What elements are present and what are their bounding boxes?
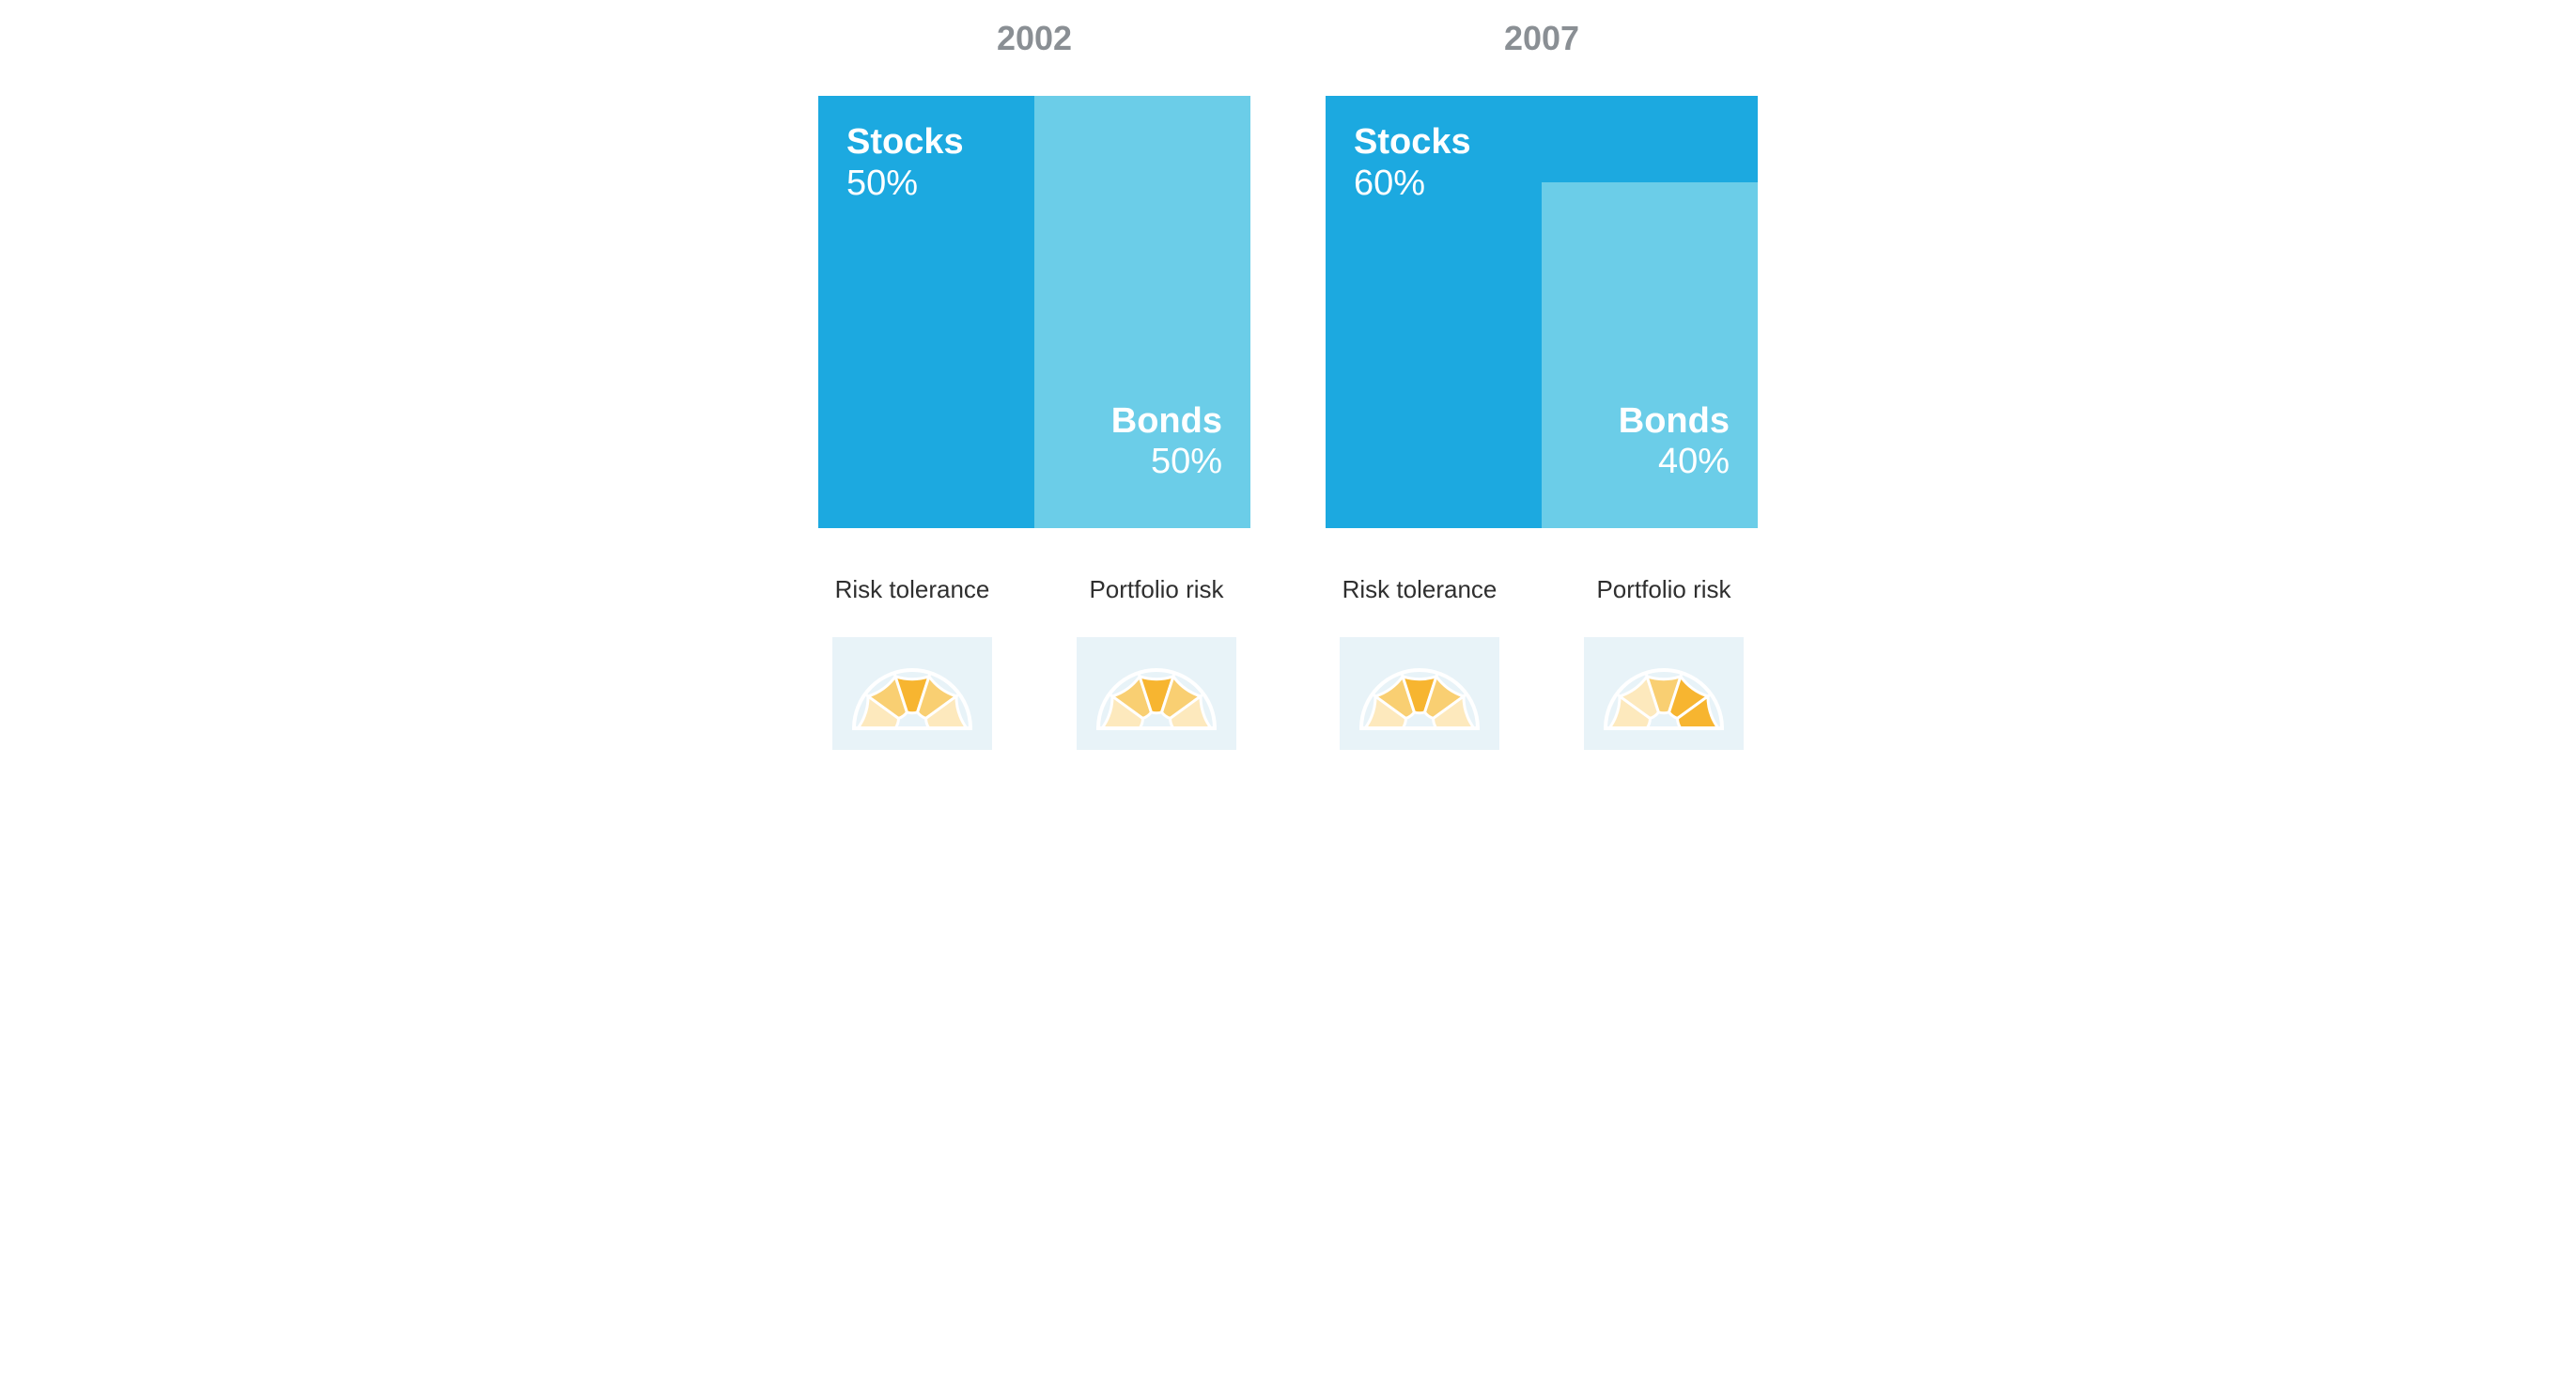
gauge-portfolio-risk: Portfolio risk	[1570, 575, 1758, 750]
gauge-box	[832, 637, 992, 750]
bonds-pct: 50%	[1111, 442, 1222, 483]
gauges-row: Risk tolerance Portfolio risk	[1326, 575, 1758, 750]
stocks-pct: 60%	[1354, 164, 1471, 205]
chart-container: 2002 Stocks 50% Bonds 50% Risk tolerance…	[630, 19, 1946, 750]
gauge-title: Risk tolerance	[1342, 575, 1497, 604]
gauge-icon	[1354, 664, 1485, 740]
year-title: 2007	[1504, 19, 1579, 58]
year-panel-2002: 2002 Stocks 50% Bonds 50% Risk tolerance…	[818, 19, 1250, 750]
allocation-box: Stocks 60% Bonds 40%	[1326, 96, 1758, 528]
gauge-risk-tolerance: Risk tolerance	[818, 575, 1006, 750]
gauge-icon	[1598, 664, 1730, 740]
gauge-box	[1077, 637, 1236, 750]
allocation-box: Stocks 50% Bonds 50%	[818, 96, 1250, 528]
stocks-label: Stocks 50%	[846, 122, 964, 204]
year-title: 2002	[997, 19, 1072, 58]
bonds-name: Bonds	[1619, 401, 1730, 443]
bonds-label: Bonds 50%	[1111, 401, 1222, 483]
stocks-name: Stocks	[846, 122, 964, 164]
gauge-icon	[846, 664, 978, 740]
gauge-title: Portfolio risk	[1089, 575, 1223, 604]
bonds-pct: 40%	[1619, 442, 1730, 483]
gauge-title: Portfolio risk	[1596, 575, 1730, 604]
bonds-label: Bonds 40%	[1619, 401, 1730, 483]
gauge-box	[1584, 637, 1744, 750]
gauge-icon	[1091, 664, 1222, 740]
gauge-box	[1340, 637, 1499, 750]
gauge-title: Risk tolerance	[835, 575, 990, 604]
year-panel-2007: 2007 Stocks 60% Bonds 40% Risk tolerance…	[1326, 19, 1758, 750]
gauge-portfolio-risk: Portfolio risk	[1063, 575, 1250, 750]
gauge-risk-tolerance: Risk tolerance	[1326, 575, 1513, 750]
gauges-row: Risk tolerance Portfolio risk	[818, 575, 1250, 750]
stocks-label: Stocks 60%	[1354, 122, 1471, 204]
stocks-name: Stocks	[1354, 122, 1471, 164]
bonds-name: Bonds	[1111, 401, 1222, 443]
stocks-pct: 50%	[846, 164, 964, 205]
